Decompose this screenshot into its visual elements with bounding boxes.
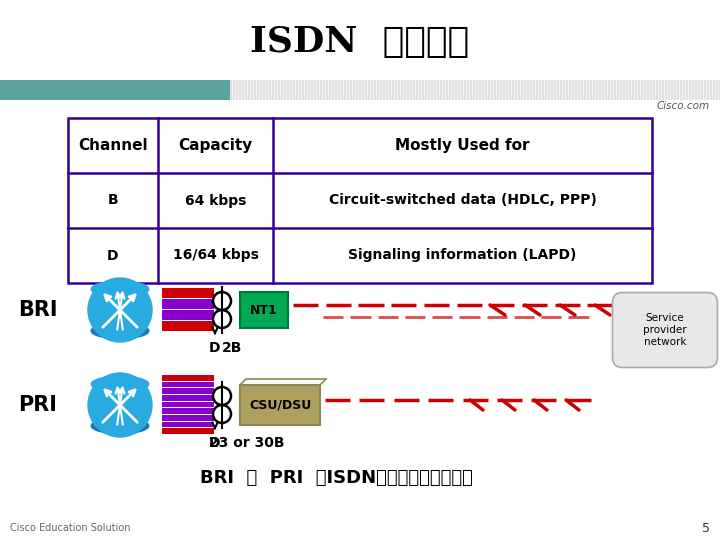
Bar	[240, 292, 288, 328]
Bar	[68, 118, 652, 283]
Text: Signaling information (LAPD): Signaling information (LAPD)	[348, 248, 577, 262]
Text: D: D	[107, 248, 119, 262]
FancyBboxPatch shape	[613, 293, 718, 368]
Bar	[240, 385, 320, 425]
Text: ISDN  访问方式: ISDN 访问方式	[251, 25, 469, 59]
Text: 2B: 2B	[222, 341, 242, 355]
Ellipse shape	[91, 281, 149, 297]
Bar	[162, 402, 214, 407]
Ellipse shape	[91, 376, 149, 392]
Bar	[162, 388, 214, 394]
Text: B: B	[108, 193, 118, 207]
Text: Service
provider
network: Service provider network	[643, 313, 687, 347]
Circle shape	[88, 278, 152, 342]
Bar	[162, 428, 214, 434]
Text: D: D	[210, 341, 221, 355]
Bar	[0, 80, 230, 100]
Bar	[230, 80, 720, 100]
Text: PRI: PRI	[18, 395, 57, 415]
Text: Channel: Channel	[78, 138, 148, 153]
Text: Cisco Education Solution: Cisco Education Solution	[10, 523, 130, 533]
Text: BRI  和  PRI  是ISDN的两种常见访问方式: BRI 和 PRI 是ISDN的两种常见访问方式	[200, 469, 473, 487]
Circle shape	[88, 373, 152, 437]
Bar	[162, 415, 214, 421]
Text: Mostly Used for: Mostly Used for	[395, 138, 530, 153]
Text: CSU/DSU: CSU/DSU	[249, 399, 311, 411]
Ellipse shape	[91, 323, 149, 339]
Ellipse shape	[91, 418, 149, 434]
Bar	[162, 310, 214, 320]
Text: BRI: BRI	[18, 300, 58, 320]
Text: Capacity: Capacity	[179, 138, 253, 153]
Text: 5: 5	[702, 522, 710, 535]
Text: Circuit-switched data (HDLC, PPP): Circuit-switched data (HDLC, PPP)	[328, 193, 596, 207]
Text: NT1: NT1	[250, 303, 278, 316]
Bar	[162, 408, 214, 414]
Text: 64 kbps: 64 kbps	[185, 193, 246, 207]
Bar	[162, 299, 214, 309]
Bar	[162, 395, 214, 401]
Text: 23 or 30B: 23 or 30B	[210, 436, 284, 450]
Bar	[162, 422, 214, 427]
Bar	[162, 382, 214, 387]
Bar	[162, 288, 214, 298]
Text: 16/64 kbps: 16/64 kbps	[173, 248, 258, 262]
Text: Cisco.com: Cisco.com	[657, 101, 710, 111]
Text: D: D	[210, 436, 221, 450]
Bar	[162, 321, 214, 331]
Bar	[162, 375, 214, 381]
